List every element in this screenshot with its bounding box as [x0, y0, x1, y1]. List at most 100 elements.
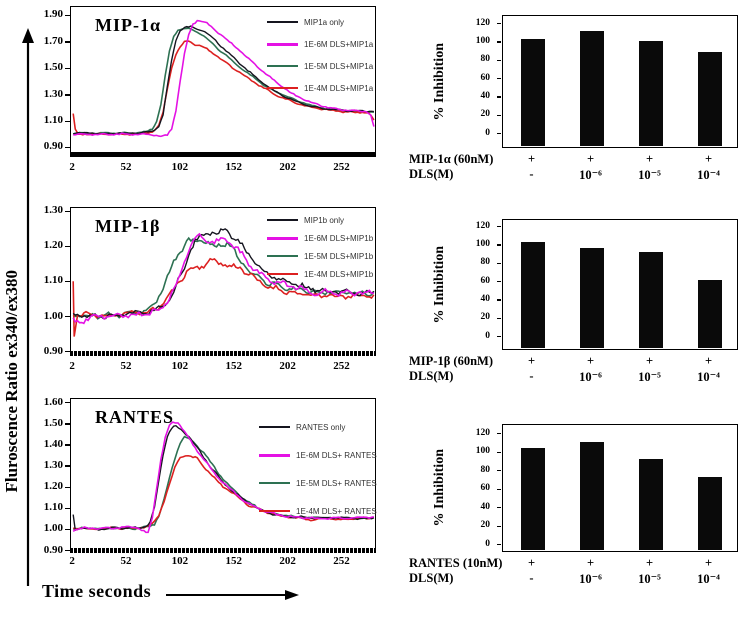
y-tick-label: 1.30	[43, 87, 63, 100]
bar-y-tick-label: 20	[480, 109, 491, 120]
dls-row-label: DLS(M)	[409, 571, 454, 585]
y-tick-label: 1.20	[43, 480, 63, 493]
y-tick-mark	[65, 550, 70, 552]
y-tick-mark	[65, 528, 70, 531]
y-tick-mark	[65, 120, 70, 122]
dls-row: DLS(M) - 10⁻⁶ 10⁻⁵ 10⁻⁴	[409, 167, 738, 183]
dls-concentration: -	[529, 369, 534, 383]
y-tick-label: 1.40	[43, 437, 63, 450]
x-tick-label: 2	[69, 555, 75, 567]
inhibition-bar	[638, 40, 663, 146]
chemokine-plus: +	[527, 354, 536, 368]
y-tick-mark	[65, 486, 70, 488]
bar-y-tick-mark	[497, 507, 501, 509]
x-axis-ticks: 2 52 102 152 202 252	[69, 555, 376, 570]
bar-y-tick-label: 60	[480, 483, 491, 493]
chemokine-row: MIP-1α (60nM) + + + +	[409, 152, 738, 168]
x-tick-label: 2	[69, 360, 75, 372]
dls-concentration: 10⁻⁶	[579, 168, 602, 182]
chemokine-plus: +	[704, 152, 713, 166]
bar-y-tick-label: 120	[475, 427, 490, 438]
legend-item: 1E-6M DLS+MIP1a	[267, 33, 373, 55]
bar-y-tick-label: 80	[480, 464, 491, 475]
y-tick-label: 1.90	[43, 8, 63, 21]
legend-line-sample	[267, 236, 298, 240]
bar-y-tick-label: 60	[480, 275, 491, 286]
bar-y-tick-label: 120	[475, 17, 490, 28]
dls-row-label: DLS(M)	[409, 167, 454, 181]
inhibition-bar	[579, 248, 604, 348]
bar-y-tick-mark	[497, 133, 501, 135]
legend-label: RANTES only	[296, 422, 346, 432]
trace-mip1b-only	[72, 228, 375, 320]
bar-y-tick-label: 0	[485, 538, 490, 549]
y-tick-label: 1.10	[43, 501, 63, 514]
x-tick-label: 52	[120, 555, 132, 567]
bar-y-tick-mark	[497, 23, 501, 25]
chemokine-plus: +	[645, 152, 654, 166]
legend: MIP1a only 1E-6M DLS+MIP1a 1E-5M DLS+MIP1a…	[267, 11, 373, 99]
y-tick-label: 1.20	[43, 239, 63, 252]
y-tick-mark	[65, 402, 70, 404]
chemokine-row-label: RANTES (10nM)	[409, 556, 503, 570]
x-tick-label: 52	[120, 161, 132, 173]
bar-y-tick-mark	[497, 59, 501, 61]
bar-y-tick-label: 20	[480, 312, 491, 323]
inhibition-bar	[697, 476, 722, 550]
legend: RANTES only 1E-6M DLS+ RANTES 1E-5M DLS+ R…	[259, 413, 377, 525]
y-tick-mark	[65, 245, 70, 248]
trace-lines	[72, 228, 375, 337]
y-axis-arrow-icon	[22, 28, 34, 586]
bar-y-tick-mark	[497, 78, 501, 80]
y-tick-label: 1.00	[43, 309, 63, 322]
y-tick-label: 1.50	[43, 61, 63, 74]
dls-row: DLS(M) - 10⁻⁶ 10⁻⁵ 10⁻⁴	[409, 571, 738, 587]
inhibition-bar	[697, 280, 722, 348]
y-tick-label: 1.60	[43, 395, 63, 408]
y-tick-mark	[65, 14, 70, 17]
dls-concentration: 10⁻⁵	[638, 370, 661, 384]
bar-y-tick-mark	[497, 262, 501, 264]
legend-label: 1E-6M DLS+MIP1b	[304, 233, 374, 243]
legend-label: 1E-5M DLS+MIP1a	[304, 61, 374, 71]
dls-concentration: 10⁻⁵	[638, 168, 661, 182]
x-tick-label: 252	[333, 161, 350, 173]
bar-chart-mip1beta: % Inhibition 120 100 80 60 40 20 0 MIP-1β (60n…	[409, 219, 738, 384]
y-tick-label: 1.00	[43, 522, 63, 535]
y-axis-ticks: 1.30 1.20 1.10 1.00 0.90	[0, 204, 70, 357]
inhibition-bar	[579, 442, 604, 550]
y-tick-mark	[65, 94, 70, 96]
x-axis-ticks: 2 52 102 152 202 252	[69, 161, 376, 176]
bar-y-tick-label: 40	[480, 293, 491, 304]
x-tick-label: 52	[120, 360, 132, 372]
legend-label: 1E-4M DLS+ RANTES	[296, 506, 377, 516]
x-axis-line	[70, 152, 376, 157]
legend-item: RANTES only	[259, 413, 377, 441]
legend-line-sample	[259, 426, 290, 428]
legend-item: 1E-5M DLS+ RANTES	[259, 469, 377, 497]
legend-item: MIP1a only	[267, 11, 373, 33]
plot-area: MIP-1β MIP1b only 1E-6M DLS+MIP1b 1E-5M DL…	[70, 207, 376, 356]
bar-y-tick-label: 60	[480, 72, 491, 83]
bar-y-tick-mark	[497, 244, 501, 246]
plot-area: MIP-1α MIP1a only 1E-6M DLS+MIP1a 1E-5M DL…	[70, 6, 376, 157]
x-axis-ticks: 2 52 102 152 202 252	[69, 360, 376, 375]
plot-area: RANTES RANTES only 1E-6M DLS+ RANTES 1E-5M…	[70, 398, 377, 553]
bar-y-tick-label: 20	[480, 520, 491, 530]
y-tick-mark	[65, 67, 70, 70]
dls-concentration: -	[529, 571, 534, 585]
legend-line-sample	[267, 87, 298, 89]
inhibition-bar	[638, 251, 663, 348]
legend-line-sample	[267, 219, 298, 221]
legend-item: 1E-4M DLS+ RANTES	[259, 497, 377, 525]
y-tick-mark	[65, 465, 70, 467]
legend-item: 1E-5M DLS+MIP1b	[267, 247, 373, 265]
x-axis-title: Time seconds	[42, 581, 152, 601]
bar-y-axis-title: % Inhibition	[432, 42, 447, 121]
bar-y-tick-label: 100	[475, 446, 490, 456]
x-tick-label: 152	[225, 555, 243, 567]
inhibition-bar	[520, 447, 545, 550]
legend-line-sample	[267, 21, 298, 23]
bar-chart-rantes: % Inhibition 120 100 80 60 40 20 0 RANTES (10n…	[409, 424, 738, 586]
inhibition-bar	[579, 31, 604, 146]
